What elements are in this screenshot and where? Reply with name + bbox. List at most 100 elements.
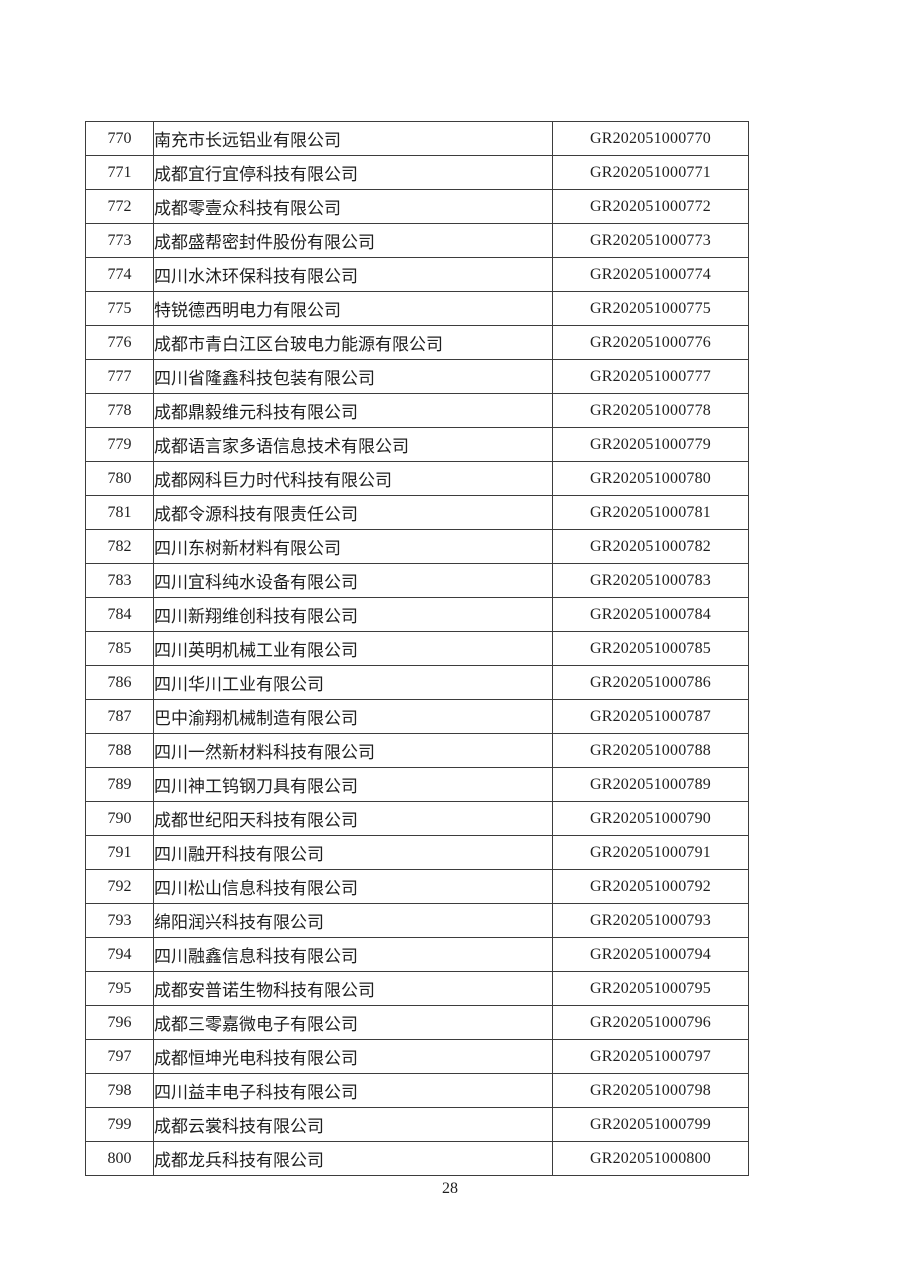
table-row: 784 四川新翔维创科技有限公司 GR202051000784 — [85, 597, 749, 632]
certificate-code-cell: GR202051000776 — [552, 325, 749, 360]
certificate-code-cell: GR202051000772 — [552, 189, 749, 224]
row-number-cell: 771 — [85, 155, 154, 190]
company-name-cell: 四川省隆鑫科技包装有限公司 — [153, 359, 553, 394]
table-row: 778 成都鼎毅维元科技有限公司 GR202051000778 — [85, 393, 749, 428]
company-name-cell: 成都安普诺生物科技有限公司 — [153, 971, 553, 1006]
company-table: 770 南充市长远铝业有限公司 GR202051000770 771 成都宜行宜停科技有… — [85, 121, 749, 1176]
certificate-code-cell: GR202051000775 — [552, 291, 749, 326]
certificate-code-cell: GR202051000783 — [552, 563, 749, 598]
certificate-code-cell: GR202051000784 — [552, 597, 749, 632]
row-number-cell: 770 — [85, 121, 154, 156]
row-number-cell: 790 — [85, 801, 154, 836]
table-row: 792 四川松山信息科技有限公司 GR202051000792 — [85, 869, 749, 904]
table-row: 800 成都龙兵科技有限公司 GR202051000800 — [85, 1141, 749, 1176]
company-name-cell: 成都语言家多语信息技术有限公司 — [153, 427, 553, 462]
table-row: 780 成都网科巨力时代科技有限公司 GR202051000780 — [85, 461, 749, 496]
table-row: 797 成都恒坤光电科技有限公司 GR202051000797 — [85, 1039, 749, 1074]
company-name-cell: 成都网科巨力时代科技有限公司 — [153, 461, 553, 496]
row-number-cell: 791 — [85, 835, 154, 870]
row-number-cell: 789 — [85, 767, 154, 802]
table-row: 770 南充市长远铝业有限公司 GR202051000770 — [85, 121, 749, 156]
table-row: 796 成都三零嘉微电子有限公司 GR202051000796 — [85, 1005, 749, 1040]
row-number-cell: 785 — [85, 631, 154, 666]
row-number-cell: 786 — [85, 665, 154, 700]
row-number-cell: 784 — [85, 597, 154, 632]
certificate-code-cell: GR202051000787 — [552, 699, 749, 734]
table-row: 789 四川神工钨钢刀具有限公司 GR202051000789 — [85, 767, 749, 802]
certificate-code-cell: GR202051000789 — [552, 767, 749, 802]
certificate-code-cell: GR202051000786 — [552, 665, 749, 700]
certificate-code-cell: GR202051000773 — [552, 223, 749, 258]
certificate-code-cell: GR202051000800 — [552, 1141, 749, 1176]
row-number-cell: 775 — [85, 291, 154, 326]
company-name-cell: 绵阳润兴科技有限公司 — [153, 903, 553, 938]
row-number-cell: 797 — [85, 1039, 154, 1074]
table-row: 791 四川融开科技有限公司 GR202051000791 — [85, 835, 749, 870]
certificate-code-cell: GR202051000781 — [552, 495, 749, 530]
table-row: 782 四川东树新材料有限公司 GR202051000782 — [85, 529, 749, 564]
company-name-cell: 成都三零嘉微电子有限公司 — [153, 1005, 553, 1040]
table-row: 775 特锐德西明电力有限公司 GR202051000775 — [85, 291, 749, 326]
company-name-cell: 四川华川工业有限公司 — [153, 665, 553, 700]
table-row: 798 四川益丰电子科技有限公司 GR202051000798 — [85, 1073, 749, 1108]
certificate-code-cell: GR202051000792 — [552, 869, 749, 904]
company-name-cell: 四川一然新材料科技有限公司 — [153, 733, 553, 768]
company-name-cell: 特锐德西明电力有限公司 — [153, 291, 553, 326]
certificate-code-cell: GR202051000795 — [552, 971, 749, 1006]
company-name-cell: 成都零壹众科技有限公司 — [153, 189, 553, 224]
row-number-cell: 787 — [85, 699, 154, 734]
company-name-cell: 四川神工钨钢刀具有限公司 — [153, 767, 553, 802]
table-row: 773 成都盛帮密封件股份有限公司 GR202051000773 — [85, 223, 749, 258]
certificate-code-cell: GR202051000782 — [552, 529, 749, 564]
row-number-cell: 792 — [85, 869, 154, 904]
row-number-cell: 772 — [85, 189, 154, 224]
company-name-cell: 四川融开科技有限公司 — [153, 835, 553, 870]
row-number-cell: 776 — [85, 325, 154, 360]
row-number-cell: 783 — [85, 563, 154, 598]
company-name-cell: 成都市青白江区台玻电力能源有限公司 — [153, 325, 553, 360]
table-body: 770 南充市长远铝业有限公司 GR202051000770 771 成都宜行宜停科技有… — [85, 121, 749, 1176]
company-name-cell: 成都鼎毅维元科技有限公司 — [153, 393, 553, 428]
certificate-code-cell: GR202051000791 — [552, 835, 749, 870]
row-number-cell: 781 — [85, 495, 154, 530]
row-number-cell: 778 — [85, 393, 154, 428]
row-number-cell: 793 — [85, 903, 154, 938]
certificate-code-cell: GR202051000788 — [552, 733, 749, 768]
company-name-cell: 四川新翔维创科技有限公司 — [153, 597, 553, 632]
company-name-cell: 成都龙兵科技有限公司 — [153, 1141, 553, 1176]
row-number-cell: 777 — [85, 359, 154, 394]
company-name-cell: 四川东树新材料有限公司 — [153, 529, 553, 564]
row-number-cell: 796 — [85, 1005, 154, 1040]
company-name-cell: 成都世纪阳天科技有限公司 — [153, 801, 553, 836]
certificate-code-cell: GR202051000779 — [552, 427, 749, 462]
certificate-code-cell: GR202051000770 — [552, 121, 749, 156]
table-row: 771 成都宜行宜停科技有限公司 GR202051000771 — [85, 155, 749, 190]
table-row: 790 成都世纪阳天科技有限公司 GR202051000790 — [85, 801, 749, 836]
row-number-cell: 782 — [85, 529, 154, 564]
company-name-cell: 成都宜行宜停科技有限公司 — [153, 155, 553, 190]
company-name-cell: 四川水沐环保科技有限公司 — [153, 257, 553, 292]
table-row: 794 四川融鑫信息科技有限公司 GR202051000794 — [85, 937, 749, 972]
table-row: 787 巴中渝翔机械制造有限公司 GR202051000787 — [85, 699, 749, 734]
table-row: 777 四川省隆鑫科技包装有限公司 GR202051000777 — [85, 359, 749, 394]
row-number-cell: 788 — [85, 733, 154, 768]
row-number-cell: 773 — [85, 223, 154, 258]
company-name-cell: 成都恒坤光电科技有限公司 — [153, 1039, 553, 1074]
row-number-cell: 774 — [85, 257, 154, 292]
row-number-cell: 780 — [85, 461, 154, 496]
certificate-code-cell: GR202051000793 — [552, 903, 749, 938]
row-number-cell: 795 — [85, 971, 154, 1006]
row-number-cell: 798 — [85, 1073, 154, 1108]
company-name-cell: 成都令源科技有限责任公司 — [153, 495, 553, 530]
table-row: 785 四川英明机械工业有限公司 GR202051000785 — [85, 631, 749, 666]
table-row: 799 成都云裳科技有限公司 GR202051000799 — [85, 1107, 749, 1142]
company-name-cell: 四川宜科纯水设备有限公司 — [153, 563, 553, 598]
company-name-cell: 巴中渝翔机械制造有限公司 — [153, 699, 553, 734]
company-name-cell: 四川松山信息科技有限公司 — [153, 869, 553, 904]
row-number-cell: 779 — [85, 427, 154, 462]
certificate-code-cell: GR202051000774 — [552, 257, 749, 292]
certificate-code-cell: GR202051000780 — [552, 461, 749, 496]
table-row: 793 绵阳润兴科技有限公司 GR202051000793 — [85, 903, 749, 938]
table-row: 776 成都市青白江区台玻电力能源有限公司 GR202051000776 — [85, 325, 749, 360]
